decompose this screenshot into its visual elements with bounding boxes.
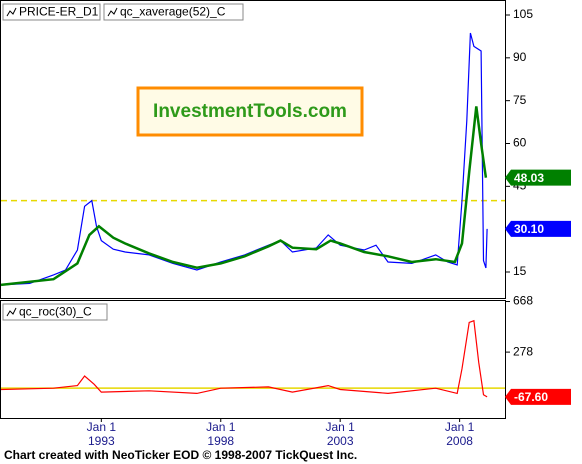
series-line: [0, 319, 488, 398]
legend-label: qc_xaverage(52)_C: [120, 5, 226, 19]
legend-icon: [6, 7, 17, 17]
last-value-tag: [505, 388, 571, 405]
y-tick-label: 668: [513, 294, 533, 308]
x-tick-label: 1998: [207, 434, 234, 448]
last-value-label: -67.60: [514, 390, 548, 404]
y-tick-label: 105: [513, 7, 533, 21]
footer: Chart created with NeoTicker EOD © 1998-…: [4, 448, 357, 462]
y-tick-label: 60: [513, 136, 527, 150]
x-tick-day: Jan 1: [206, 420, 236, 434]
x-tick-day: Jan 1: [445, 420, 475, 434]
legend-label: PRICE-ER_D1: [19, 5, 99, 19]
x-tick-label: 1993: [88, 434, 115, 448]
y-tick-label: 90: [513, 50, 527, 64]
last-value-label: 48.03: [514, 171, 544, 185]
last-value-tag: [505, 169, 571, 186]
last-value-label: 30.10: [514, 222, 544, 236]
x-tick-label: 2008: [446, 434, 473, 448]
last-value-tag: [505, 220, 571, 237]
legend-icon: [6, 307, 17, 317]
x-tick-label: 2003: [327, 434, 354, 448]
x-tick-day: Jan 1: [326, 420, 356, 434]
legend-box: [103, 3, 244, 21]
legend-box: [2, 303, 108, 321]
logo: InvestmentTools.com: [153, 101, 347, 122]
logo-box: [136, 86, 364, 137]
legend-box: [2, 3, 101, 21]
legend-label: qc_roc(30)_C: [19, 305, 92, 319]
y-tick-label: 15: [513, 264, 527, 278]
y-tick-label: 75: [513, 93, 527, 107]
x-tick-day: Jan 1: [87, 420, 117, 434]
y-tick-label: 278: [513, 344, 533, 358]
series-line: [0, 32, 488, 286]
series-line: [0, 106, 488, 287]
legend-icon: [107, 7, 118, 17]
